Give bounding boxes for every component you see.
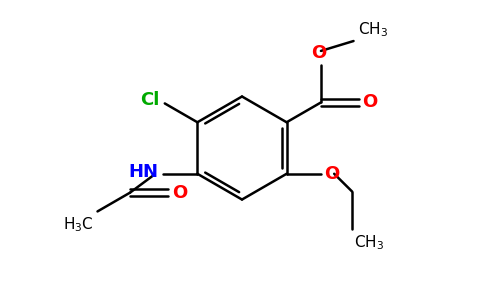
Text: O: O [324,165,339,183]
Text: O: O [172,184,187,202]
Text: O: O [311,44,327,62]
Text: O: O [363,93,378,111]
Text: CH$_3$: CH$_3$ [358,20,388,39]
Text: CH$_3$: CH$_3$ [354,233,384,252]
Text: Cl: Cl [140,92,160,110]
Text: H$_3$C: H$_3$C [63,215,93,234]
Text: HN: HN [129,163,159,181]
